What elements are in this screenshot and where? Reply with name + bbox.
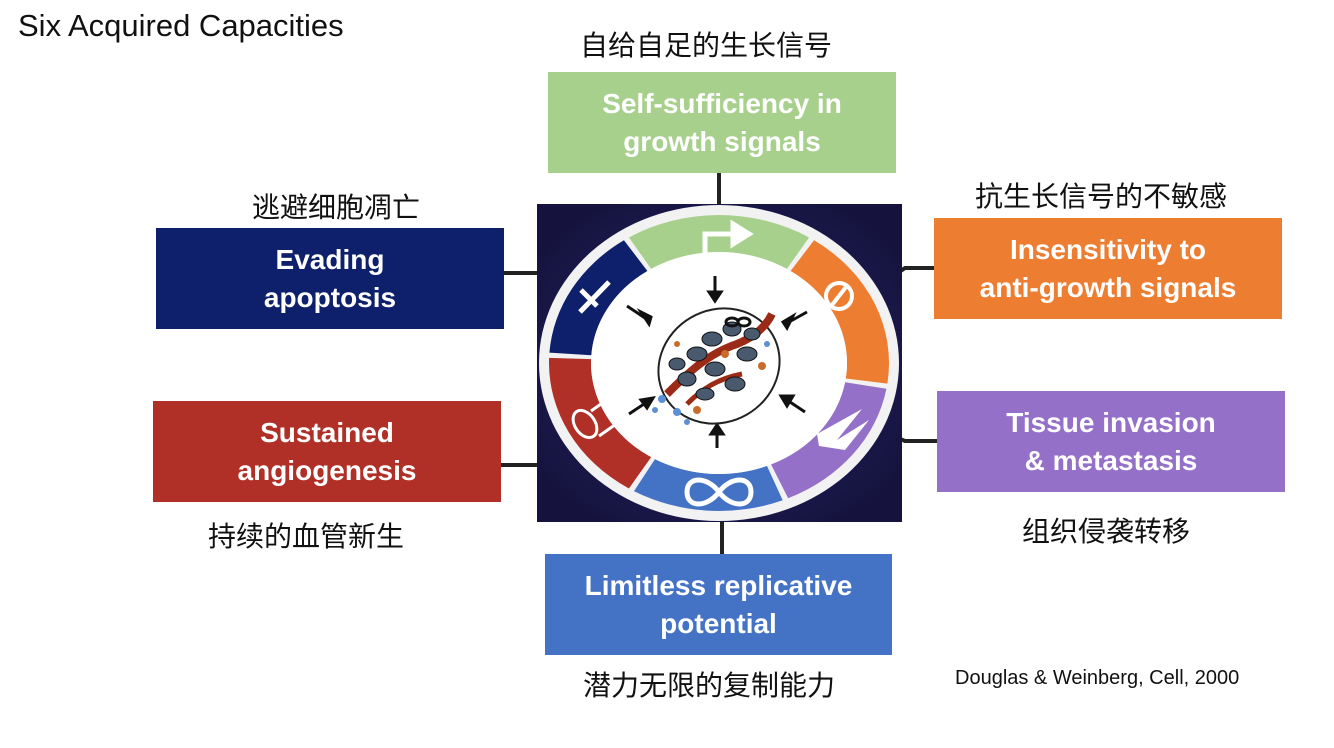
- dagger-cross-icon: [578, 280, 611, 314]
- slide-title: Six Acquired Capacities: [18, 8, 344, 43]
- growth-signals-box: Self-sufficiency in growth signals: [548, 72, 896, 173]
- wheel-segment-angiogenesis: [549, 357, 652, 489]
- tumor-cell-cluster-icon: [652, 307, 781, 425]
- wheel-segment-growth: [628, 215, 810, 269]
- hallmarks-wheel-panel: [537, 204, 902, 522]
- apoptosis-cn-label: 逃避细胞凋亡: [252, 191, 421, 224]
- citation: Douglas & Weinberg, Cell, 2000: [955, 667, 1240, 689]
- stop-sign-icon: [824, 281, 854, 311]
- replicative-potential-box: Limitless replicative potential: [545, 554, 892, 655]
- invasion-spikes-icon: [817, 409, 869, 450]
- invasion-cn-label: 组织侵袭转移: [1022, 515, 1191, 548]
- angiogenesis-box: Sustained angiogenesis: [153, 401, 501, 502]
- pointing-arrows: [626, 276, 808, 448]
- evading-apoptosis-box: Evading apoptosis: [156, 228, 504, 329]
- hallmarks-wheel: [537, 204, 902, 522]
- angiogenesis-cn-label: 持续的血管新生: [208, 520, 405, 553]
- growth-connector: [717, 173, 721, 205]
- right-turn-arrow-icon: [702, 219, 754, 266]
- anti-growth-signals-box: Insensitivity to anti-growth signals: [934, 218, 1282, 319]
- anti-growth-cn-label: 抗生长信号的不敏感: [975, 180, 1228, 213]
- tissue-invasion-box: Tissue invasion & metastasis: [937, 391, 1285, 492]
- blood-vessel-tube-icon: [571, 388, 635, 440]
- replicative-cn-label: 潜力无限的复制能力: [583, 669, 836, 702]
- wheel-segment-anti-growth: [790, 240, 889, 384]
- replicative-connector: [720, 520, 724, 554]
- growth-cn-label: 自给自足的生长信号: [580, 29, 833, 62]
- infinity-icon: [684, 477, 754, 507]
- wheel-segment-apoptosis: [549, 240, 648, 356]
